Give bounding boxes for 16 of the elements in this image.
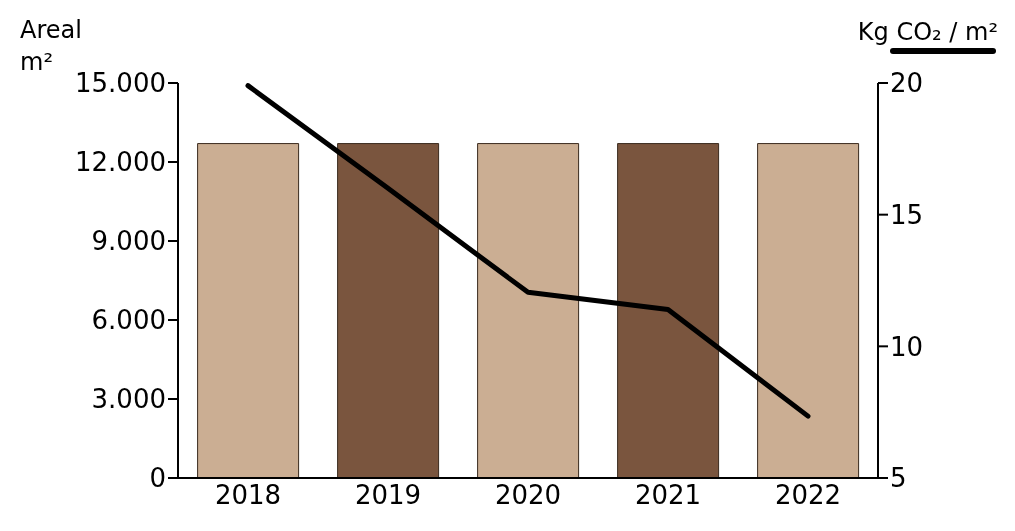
y2-tick-label: 10 xyxy=(890,331,924,362)
x-tick-label: 2019 xyxy=(354,480,422,511)
y-tick-label: 15.000 xyxy=(75,68,166,99)
x-tick-label: 2022 xyxy=(774,480,842,511)
y2-tick-label: 15 xyxy=(890,199,924,230)
x-tick-label: 2018 xyxy=(214,480,282,511)
y-tick-label: 3.000 xyxy=(91,384,166,415)
y-tick-label: 6.000 xyxy=(91,305,166,336)
y-tick-label: 12.000 xyxy=(75,147,166,178)
x-tick-label: 2020 xyxy=(494,480,562,511)
text: Kg CO₂ / m² xyxy=(857,18,998,46)
y2-tick-label: 5 xyxy=(890,463,907,494)
y2-tick-label: 20 xyxy=(890,68,924,99)
x-tick-label: 2021 xyxy=(634,480,702,511)
y-tick-label: 9.000 xyxy=(91,226,166,257)
y-tick-label: 0 xyxy=(149,463,166,494)
